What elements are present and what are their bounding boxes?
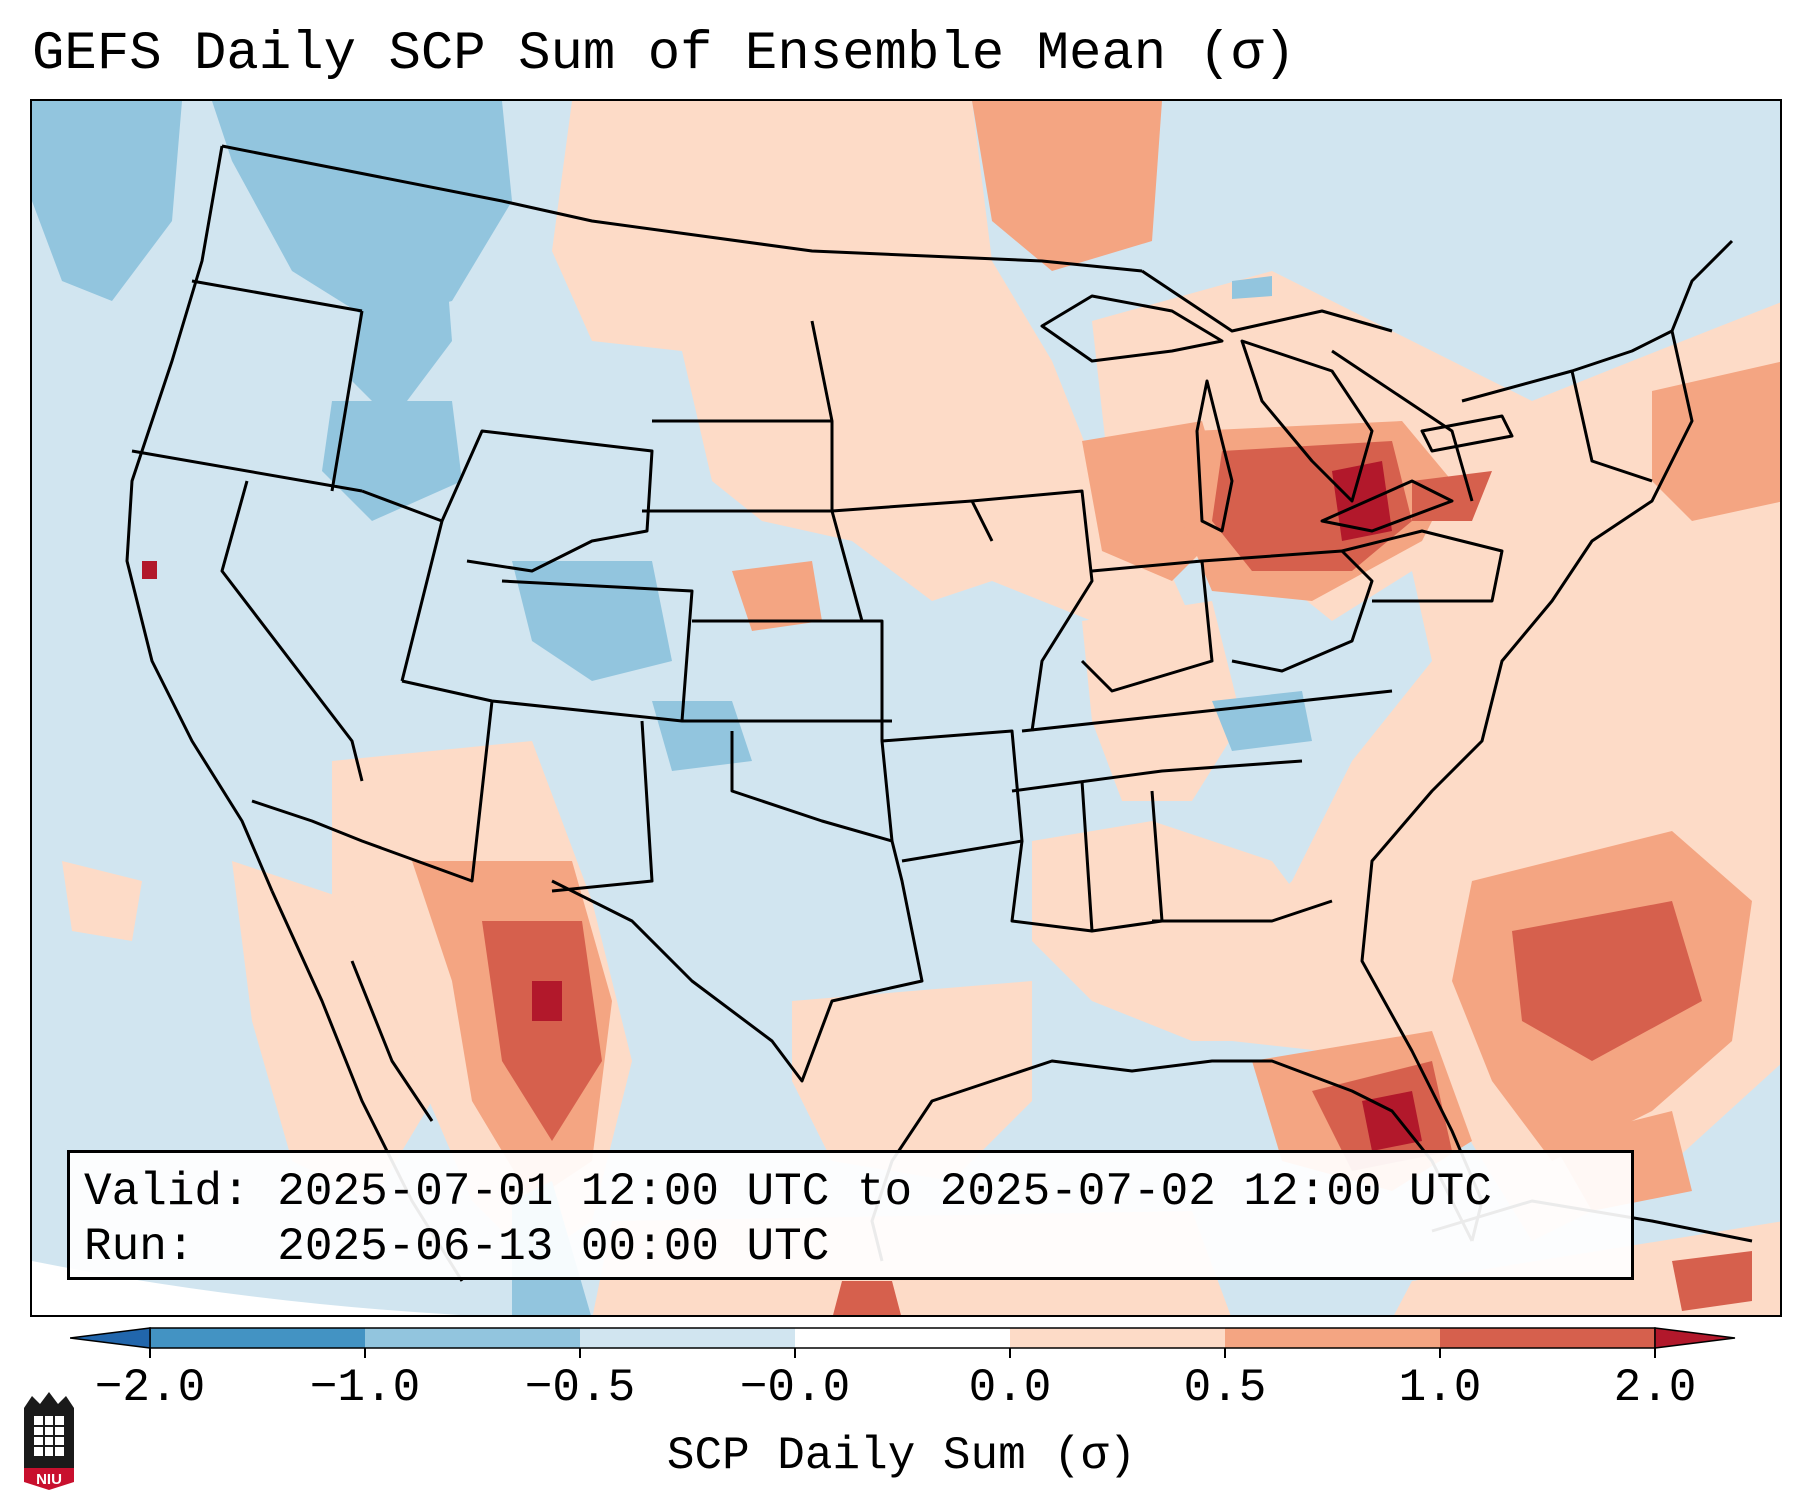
new-mexico-texas-line xyxy=(551,720,654,893)
illinois-missouri-line xyxy=(971,489,1094,732)
tick-label: −1.0 xyxy=(309,1362,421,1414)
arizona-new-mexico-line xyxy=(251,700,494,883)
lake-erie xyxy=(1320,479,1454,533)
gulf-california-coast xyxy=(350,960,434,1122)
validity-info-box: Valid: 2025-07-01 12:00 UTC to 2025-07-0… xyxy=(67,1150,1634,1280)
alabama-line xyxy=(1080,780,1164,933)
niu-logo: NIU xyxy=(24,1392,74,1490)
pennsylvania-line xyxy=(1341,529,1504,603)
negative-region-virginia xyxy=(1212,691,1312,751)
california-nevada-line xyxy=(220,480,364,782)
colorbar-tick-marks xyxy=(149,1348,1656,1358)
tick-label: −2.0 xyxy=(94,1362,206,1414)
positive-region-plains xyxy=(552,101,1192,661)
arizona-utah-line xyxy=(401,679,892,723)
lake-huron xyxy=(1240,339,1374,503)
arkansas-line xyxy=(881,729,1024,863)
northeast-canada-border xyxy=(1461,239,1734,403)
negative-region-idaho xyxy=(352,201,452,421)
positive-region-baja xyxy=(232,861,432,1201)
negative-region-quebec xyxy=(1232,276,1272,299)
washington-oregon-line xyxy=(191,279,363,313)
medium-region-northeast xyxy=(1652,361,1780,521)
lake-superior xyxy=(1040,294,1224,363)
colorbar-extend-low xyxy=(70,1327,151,1349)
colorado-line xyxy=(501,579,694,722)
tennessee-south-line xyxy=(1011,759,1303,793)
tick-label: −0.0 xyxy=(739,1362,851,1414)
max-region-lake-huron xyxy=(1332,461,1392,541)
max-region-florida xyxy=(1362,1091,1422,1151)
new-england-line xyxy=(1570,370,1653,483)
domain-edge xyxy=(32,1261,460,1315)
ohio-line xyxy=(1201,549,1374,673)
minnesota-canada-border xyxy=(1141,269,1393,333)
positive-region-pacific xyxy=(62,861,142,941)
medium-region-nebraska xyxy=(732,561,822,631)
east-coastline xyxy=(1360,330,1694,1242)
tennessee-north-line xyxy=(1021,689,1393,733)
tick-label: 0.5 xyxy=(1183,1362,1267,1414)
idaho-oregon-line xyxy=(330,310,364,492)
colorbar-label: SCP Daily Sum (σ) xyxy=(666,1430,1137,1482)
max-region-mexico xyxy=(532,981,562,1021)
negative-region-colorado xyxy=(512,561,672,681)
strong-region-chihuahua xyxy=(482,921,602,1141)
michigan-ontario-line xyxy=(1331,349,1474,502)
valid-label: Valid: xyxy=(84,1166,250,1218)
negative-region-pacific-nw xyxy=(32,101,182,301)
us-canada-border xyxy=(221,144,1143,273)
run-time: 2025-06-13 00:00 UTC xyxy=(277,1221,830,1273)
strong-region-offshore xyxy=(1512,901,1702,1061)
colorbar-segment xyxy=(1440,1328,1656,1348)
colorbar-segment xyxy=(1225,1328,1441,1348)
tick-label: 1.0 xyxy=(1398,1362,1482,1414)
texas-outline xyxy=(551,731,924,1083)
west-coastline xyxy=(125,145,274,892)
valid-range: 2025-07-01 12:00 UTC to 2025-07-02 12:00… xyxy=(277,1166,1492,1218)
tick-label: 2.0 xyxy=(1613,1362,1697,1414)
anomaly-fill xyxy=(32,101,1780,1315)
positive-region-gulf-coast xyxy=(1032,821,1332,1041)
max-region-california xyxy=(142,561,157,579)
lake-ontario xyxy=(1420,414,1514,453)
medium-region-canada xyxy=(972,101,1162,271)
scp-map xyxy=(32,101,1780,1315)
oregon-california-line xyxy=(131,449,363,493)
positive-region-texas xyxy=(792,981,1032,1181)
colorbar-segment xyxy=(795,1328,1011,1348)
strong-region-south xyxy=(833,1281,901,1315)
tick-label: −0.5 xyxy=(524,1362,636,1414)
map-title: GEFS Daily SCP Sum of Ensemble Mean (σ) xyxy=(32,24,1296,85)
colorbar-segment xyxy=(150,1328,366,1348)
idaho-wyoming-line xyxy=(440,429,654,573)
negative-region-new-mexico xyxy=(652,701,752,771)
mississippi-line xyxy=(1010,840,1093,933)
colorbar-segment xyxy=(580,1328,796,1348)
colorbar xyxy=(70,1327,1736,1358)
tick-label: 0.0 xyxy=(968,1362,1052,1414)
colorbar-segments xyxy=(149,1327,1656,1349)
colorbar-segment xyxy=(1010,1328,1226,1348)
lake-michigan xyxy=(1195,379,1234,533)
run-label: Run: xyxy=(84,1221,195,1273)
positive-region-midwest xyxy=(1082,601,1242,801)
kansas-oklahoma-line xyxy=(692,619,894,842)
georgia-florida-line xyxy=(1152,899,1333,923)
iowa-line xyxy=(830,421,994,542)
logo-text: NIU xyxy=(36,1471,62,1488)
colorbar-extend-high xyxy=(1654,1327,1736,1349)
map-panel xyxy=(30,99,1782,1317)
strong-region-cuba-east xyxy=(1672,1251,1752,1311)
colorbar-segment xyxy=(365,1328,581,1348)
indiana-ohio-line xyxy=(1080,559,1214,693)
